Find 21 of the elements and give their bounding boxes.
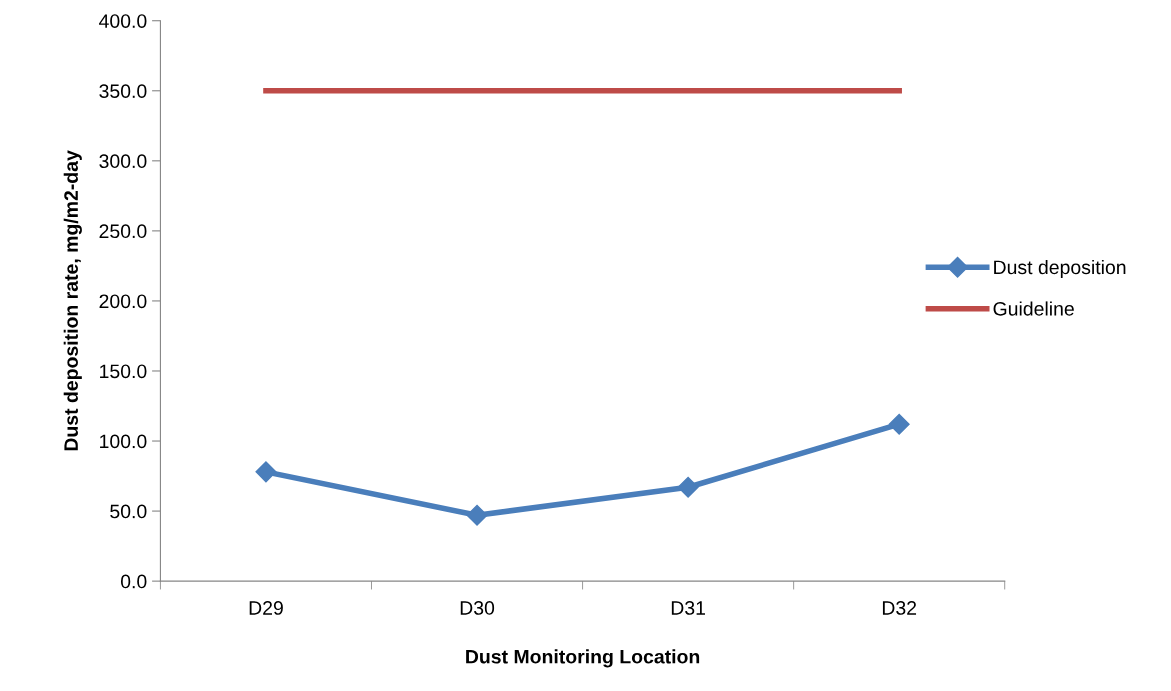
y-tick-label: 150.0 (100, 364, 147, 379)
legend-label: Dust deposition (994, 259, 1126, 279)
x-axis-title: Dust Monitoring Location (466, 649, 700, 668)
y-tick-label: 400.0 (99, 14, 147, 28)
y-tick-label: 0.0 (120, 574, 147, 589)
y-tick-label: 300.0 (99, 154, 147, 169)
point (466, 504, 488, 526)
y-axis-title: Dust deposition rate, mg/m2-day (63, 150, 82, 451)
y-tick-label: 200.0 (99, 294, 147, 309)
x-tick-label: D29 (249, 601, 283, 615)
x-tick-label: D32 (882, 601, 917, 615)
x-tick-label: D30 (460, 601, 495, 615)
point (888, 413, 910, 435)
y-tick-label: 50.0 (110, 504, 147, 519)
legend-label: Guideline (993, 301, 1074, 316)
x-tick-label: D31 (671, 601, 705, 615)
y-tick-label: 100.0 (100, 434, 147, 449)
point (677, 476, 699, 498)
point (255, 461, 277, 483)
y-tick-label: 350.0 (99, 84, 147, 99)
y-tick-label: 250.0 (99, 224, 147, 239)
